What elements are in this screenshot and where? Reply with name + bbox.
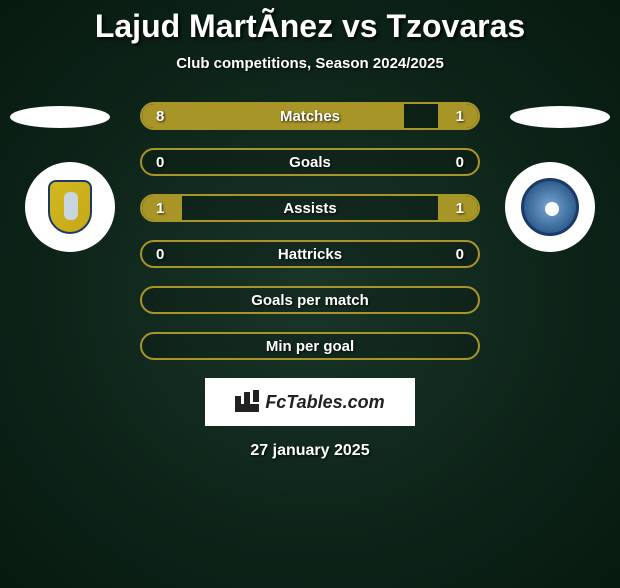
stat-row: Min per goal	[140, 332, 480, 360]
stat-row: 00Hattricks	[140, 240, 480, 268]
circle-badge-icon	[521, 178, 579, 236]
stat-label: Goals per match	[142, 292, 478, 309]
stat-label: Hattricks	[142, 246, 478, 263]
stat-label: Goals	[142, 154, 478, 171]
comparison-panel: 81Matches 00Goals 11Assists 00Hattricks Goal…	[0, 102, 620, 360]
fctables-label: FcTables.com	[265, 392, 384, 413]
stat-row: Goals per match	[140, 286, 480, 314]
fctables-watermark: FcTables.com	[205, 378, 415, 426]
date-label: 27 january 2025	[0, 442, 620, 460]
stat-label: Matches	[142, 108, 478, 125]
stat-row: 11Assists	[140, 194, 480, 222]
stat-row: 00Goals	[140, 148, 480, 176]
club-badge-left	[25, 162, 115, 252]
player-right-icon	[510, 106, 610, 128]
player-left-icon	[10, 106, 110, 128]
club-badge-right	[505, 162, 595, 252]
page-title: Lajud MartÃ­nez vs Tzovaras	[0, 8, 620, 45]
fctables-chart-icon	[235, 392, 259, 412]
stat-label: Min per goal	[142, 338, 478, 355]
stat-label: Assists	[142, 200, 478, 217]
stats-list: 81Matches 00Goals 11Assists 00Hattricks Goal…	[140, 102, 480, 360]
shield-icon	[48, 180, 92, 234]
stat-row: 81Matches	[140, 102, 480, 130]
page-subtitle: Club competitions, Season 2024/2025	[0, 55, 620, 72]
